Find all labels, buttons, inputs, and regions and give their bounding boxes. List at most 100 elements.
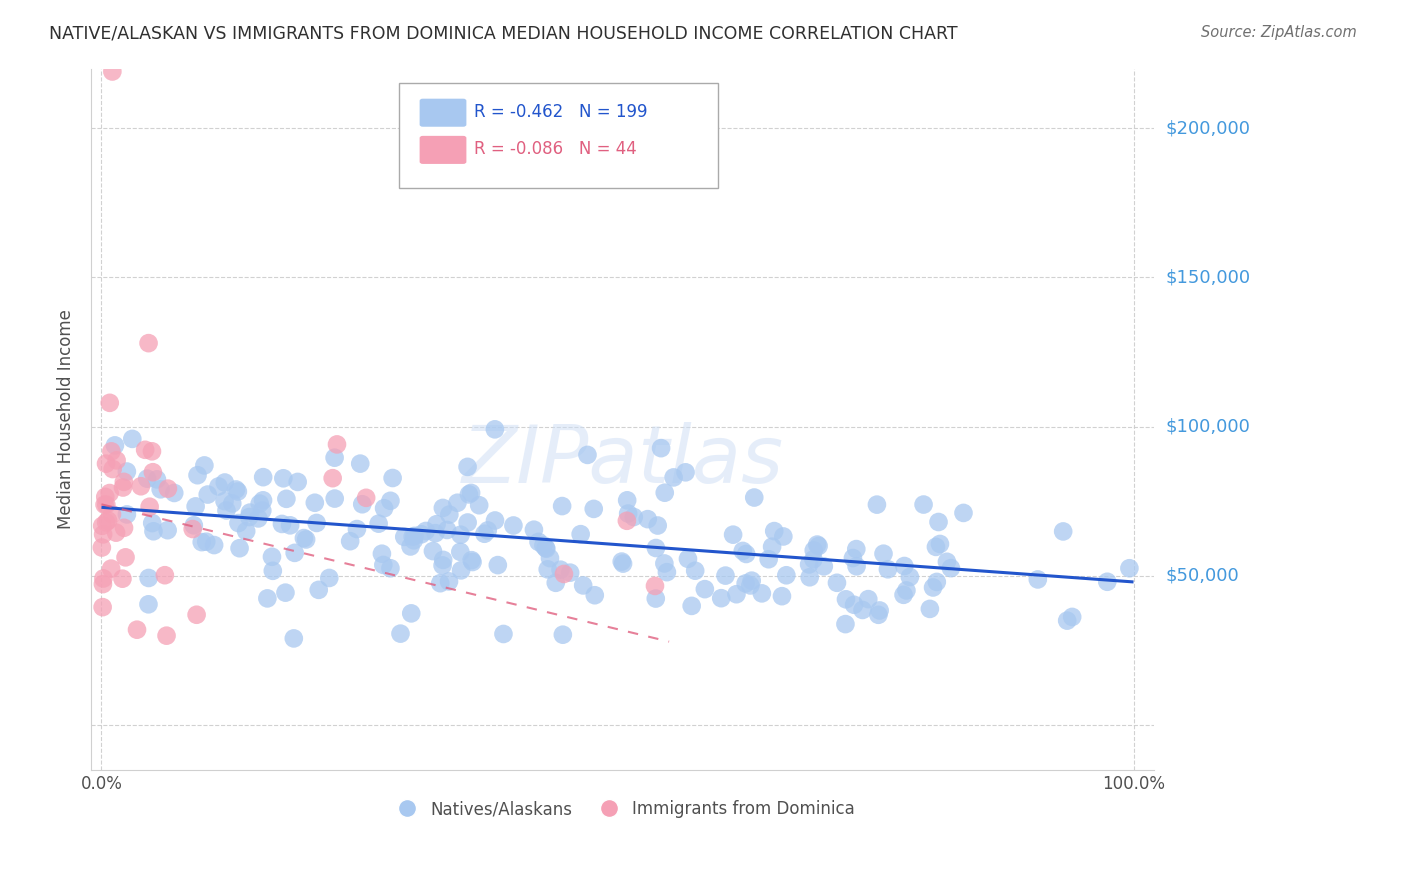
Point xyxy=(623,510,645,524)
Point xyxy=(104,438,127,452)
Point xyxy=(429,576,451,591)
Point xyxy=(763,524,786,538)
Point xyxy=(138,597,160,611)
Point xyxy=(136,472,159,486)
Point xyxy=(952,506,974,520)
Point xyxy=(683,564,706,578)
Point xyxy=(121,432,143,446)
Point xyxy=(922,581,945,595)
Point xyxy=(181,522,204,536)
Point xyxy=(349,457,371,471)
Point xyxy=(569,527,592,541)
Point xyxy=(1026,573,1049,587)
Point xyxy=(929,537,952,551)
Point xyxy=(872,547,894,561)
Point xyxy=(411,527,433,541)
Point xyxy=(725,587,748,601)
Point xyxy=(98,396,121,410)
Point xyxy=(617,507,640,521)
Point xyxy=(450,563,472,577)
Point xyxy=(183,518,205,533)
Point xyxy=(399,540,422,554)
Point xyxy=(252,503,274,517)
Point xyxy=(142,465,165,479)
Text: $100,000: $100,000 xyxy=(1166,417,1250,435)
Point xyxy=(446,496,468,510)
Point xyxy=(734,576,756,591)
Point xyxy=(731,544,754,558)
Point xyxy=(101,508,124,522)
Point xyxy=(647,518,669,533)
Point xyxy=(94,490,117,504)
Point xyxy=(740,578,762,592)
Point xyxy=(858,592,880,607)
Point xyxy=(100,561,122,575)
Point xyxy=(637,512,659,526)
Point xyxy=(371,547,394,561)
Point xyxy=(373,501,395,516)
Point xyxy=(898,570,921,584)
Point xyxy=(322,471,344,485)
Point xyxy=(610,555,633,569)
Point xyxy=(1062,610,1084,624)
Point xyxy=(650,441,672,455)
Point xyxy=(553,566,575,581)
Point xyxy=(714,568,737,582)
Point xyxy=(415,524,437,538)
Point xyxy=(675,465,697,479)
Point xyxy=(202,538,225,552)
Point xyxy=(91,600,114,615)
Point xyxy=(654,557,676,571)
Point xyxy=(111,481,134,495)
Point xyxy=(807,539,830,553)
Point xyxy=(287,475,309,489)
Point xyxy=(450,527,472,541)
Point xyxy=(502,518,524,533)
Point xyxy=(925,574,948,589)
Point xyxy=(94,457,117,471)
Point xyxy=(1052,524,1074,539)
Point xyxy=(616,514,638,528)
Point xyxy=(928,515,950,529)
Point xyxy=(544,575,567,590)
Point xyxy=(693,582,716,596)
Point xyxy=(474,526,496,541)
Point xyxy=(912,498,935,512)
Point xyxy=(146,472,169,486)
Point xyxy=(460,486,482,500)
Point xyxy=(662,470,685,484)
Point xyxy=(249,497,271,511)
Point xyxy=(381,471,404,485)
Point xyxy=(193,458,215,473)
Point xyxy=(918,602,941,616)
Point xyxy=(851,603,873,617)
Point xyxy=(799,570,821,584)
Point xyxy=(432,553,454,567)
Point xyxy=(676,551,699,566)
Text: Source: ZipAtlas.com: Source: ZipAtlas.com xyxy=(1201,25,1357,40)
Point xyxy=(644,579,666,593)
Point xyxy=(138,500,160,514)
Point xyxy=(149,483,172,497)
Point xyxy=(742,491,765,505)
Point xyxy=(939,561,962,575)
Point xyxy=(813,559,835,574)
Point xyxy=(115,465,138,479)
Point xyxy=(284,546,307,560)
Point xyxy=(98,486,121,500)
Point xyxy=(550,563,572,577)
Point xyxy=(484,422,506,436)
Point xyxy=(655,565,678,579)
Point xyxy=(190,535,212,549)
Point xyxy=(845,542,868,557)
Point xyxy=(422,544,444,558)
Point xyxy=(389,626,412,640)
Point xyxy=(274,585,297,599)
Point xyxy=(803,543,825,558)
Point xyxy=(721,527,744,541)
Point xyxy=(308,582,330,597)
Point xyxy=(323,491,346,506)
Point xyxy=(645,541,668,555)
Point xyxy=(893,559,915,574)
Point xyxy=(292,531,315,545)
